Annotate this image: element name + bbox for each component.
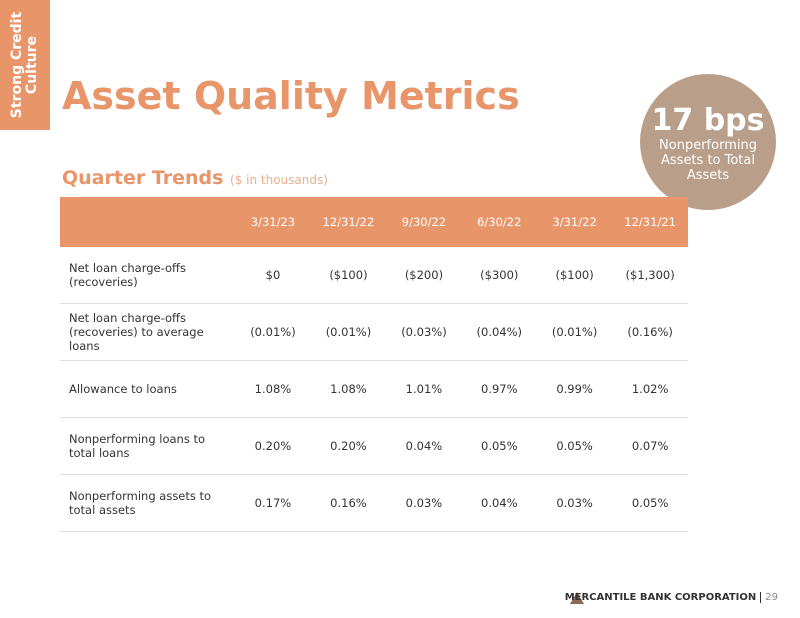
side-tab: Strong Credit Culture	[0, 0, 50, 130]
cell: 0.04%	[386, 417, 462, 475]
row: Nonperforming assets to total assets 0.17…	[60, 474, 688, 532]
row: Net loan charge-offs (recoveries) to ave…	[60, 303, 688, 361]
cell: 0.20%	[235, 417, 311, 475]
cell: 0.20%	[310, 417, 387, 475]
header-cell: 12/31/22	[310, 197, 387, 247]
cell: (0.03%)	[386, 303, 462, 361]
cell: 0.16%	[310, 474, 387, 532]
cell: ($100)	[310, 247, 387, 304]
footer: MERCANTILE BANK CORPORATION 29	[565, 592, 778, 603]
header-cell: 9/30/22	[386, 197, 462, 247]
cell: ($300)	[461, 247, 537, 304]
cell: (0.01%)	[235, 303, 311, 361]
cell: (0.16%)	[612, 303, 688, 361]
title: Asset Quality Metrics	[62, 74, 520, 118]
cell: 0.99%	[536, 360, 613, 418]
company: MERCANTILE BANK CORPORATION	[564, 592, 757, 603]
cell: ($1,300)	[612, 247, 688, 304]
cell: (0.01%)	[536, 303, 613, 361]
cell: 1.02%	[612, 360, 688, 418]
page-number: 29	[760, 592, 778, 603]
cell: 0.07%	[612, 417, 688, 475]
header-cell: 12/31/21	[612, 197, 688, 247]
header-cell: 6/30/22	[461, 197, 537, 247]
cell: Net loan charge-offs (recoveries) to ave…	[60, 303, 236, 361]
cell: Nonperforming loans to total loans	[60, 417, 236, 475]
row: Nonperforming loans to total loans 0.20% 0…	[60, 417, 688, 475]
cell: 1.08%	[235, 360, 311, 418]
cell: Net loan charge-offs (recoveries)	[60, 247, 236, 304]
subtitle-text: Quarter Trends	[62, 167, 224, 189]
cell: 0.05%	[461, 417, 537, 475]
row: Net loan charge-offs (recoveries) $0 ($100…	[60, 247, 688, 304]
cell: Nonperforming assets to total assets	[60, 474, 236, 532]
cell: 0.04%	[461, 474, 537, 532]
cell: 0.03%	[386, 474, 462, 532]
cell: ($200)	[386, 247, 462, 304]
row: Allowance to loans 1.08% 1.08% 1.01% 0.97% 0.…	[60, 360, 688, 418]
logo	[570, 592, 584, 604]
table: 3/31/23 12/31/22 9/30/22 6/30/22 3/31/22 12/3…	[60, 197, 688, 532]
cell: 0.05%	[536, 417, 613, 475]
subtitle-note: ($ in thousands)	[230, 173, 328, 187]
subtitle: Quarter Trends ($ in thousands)	[62, 167, 328, 189]
cell: 0.97%	[461, 360, 537, 418]
cell: ($100)	[536, 247, 613, 304]
cell: 1.01%	[386, 360, 462, 418]
callout-text: Nonperforming Assets to Total Assets	[659, 138, 757, 183]
cell: (0.01%)	[310, 303, 387, 361]
cell: 0.05%	[612, 474, 688, 532]
header-cell	[60, 197, 236, 247]
cell: $0	[235, 247, 311, 304]
cell: Allowance to loans	[60, 360, 236, 418]
cell: 1.08%	[310, 360, 387, 418]
side-label: Strong Credit Culture	[9, 11, 40, 119]
header-cell: 3/31/23	[235, 197, 311, 247]
callout-value: 17 bps	[651, 103, 765, 138]
cell: 0.17%	[235, 474, 311, 532]
cell: (0.04%)	[461, 303, 537, 361]
cell: 0.03%	[536, 474, 613, 532]
callout: 17 bps Nonperforming Assets to Total Asse…	[640, 74, 776, 210]
header-cell: 3/31/22	[536, 197, 613, 247]
